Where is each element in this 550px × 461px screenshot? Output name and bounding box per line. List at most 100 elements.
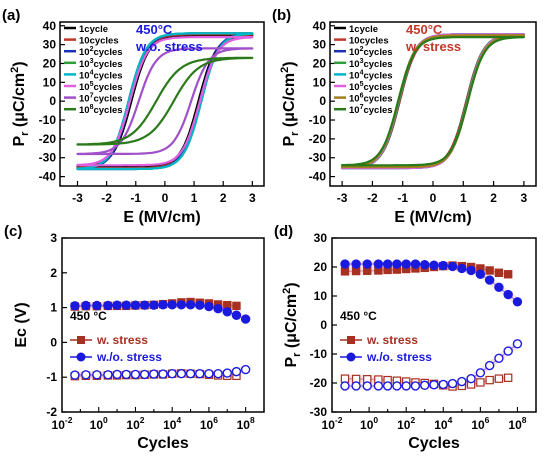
marker-circle	[420, 259, 430, 270]
marker-circle	[176, 300, 187, 310]
marker-circle	[475, 368, 486, 378]
x-tick-label: -2	[367, 191, 378, 205]
marker-square	[494, 374, 504, 383]
x-tick-label: -1	[397, 191, 408, 205]
legend-label: 10cycles	[79, 36, 119, 47]
annotation-text: 450 °C	[70, 309, 107, 323]
y-tick-label: -20	[39, 132, 57, 146]
x-tick-label: 0	[162, 191, 169, 205]
x-tick-label: 104	[434, 415, 452, 432]
marker-circle	[149, 300, 159, 310]
y-tick-label: 10	[314, 289, 328, 303]
marker-circle	[81, 370, 91, 380]
legend-label: 104cycles	[79, 69, 123, 81]
marker-circle	[466, 265, 476, 276]
legend-label: w. stress	[366, 333, 418, 347]
x-tick-label: -2	[101, 191, 112, 205]
marker-circle	[176, 369, 187, 379]
marker-circle	[167, 300, 177, 310]
marker-circle	[70, 370, 80, 380]
marker-circle	[195, 369, 205, 379]
y-tick-label: -20	[310, 376, 328, 390]
y-tick-label: -30	[309, 151, 327, 165]
marker-circle	[503, 289, 513, 300]
marker-circle	[103, 300, 113, 311]
marker-circle	[429, 380, 439, 390]
marker-circle	[438, 379, 448, 390]
marker-circle	[213, 303, 223, 314]
marker-circle	[130, 369, 141, 380]
marker-circle	[231, 310, 242, 320]
marker-circle	[410, 381, 421, 391]
legend-label: 1cycle	[79, 24, 108, 35]
marker-circle	[392, 259, 402, 269]
marker-circle	[494, 353, 504, 364]
marker-circle	[213, 369, 223, 379]
y-axis-label: Pr (μC/cm2)	[279, 61, 301, 146]
marker-circle	[158, 300, 168, 310]
x-tick-label: 3	[521, 191, 528, 205]
legend-label: 106cycles	[349, 93, 393, 105]
annotation-text: 450 °C	[340, 309, 377, 323]
marker-circle	[130, 300, 141, 310]
marker-circle	[103, 370, 113, 380]
marker-circle	[503, 346, 513, 356]
y-tick-label: 0	[49, 94, 56, 108]
loop-curves	[341, 33, 526, 170]
panel-d: 10-2 100 102 104 106 108 -30 -20 -10 0 10 20 30 450 °…	[274, 223, 537, 452]
marker-circle	[438, 260, 448, 271]
marker-square	[494, 268, 504, 278]
loop-series-7	[76, 56, 254, 146]
marker-circle	[362, 259, 372, 269]
panel-label: (c)	[4, 223, 22, 240]
marker-circle	[373, 259, 384, 269]
marker-circle	[81, 300, 91, 311]
y-tick-label: 3	[50, 231, 57, 245]
marker-circle	[494, 282, 504, 292]
marker-circle	[447, 378, 458, 389]
marker-square	[232, 301, 241, 311]
y-tick-label: 10	[43, 75, 57, 89]
legend-label: w./o. stress	[96, 350, 162, 364]
panel-label: (a)	[2, 7, 20, 24]
legend-label: 105cycles	[79, 81, 123, 93]
x-tick-label: 108	[508, 415, 526, 432]
legend-label: 1cycle	[349, 24, 378, 35]
marker-circle	[512, 297, 523, 307]
loop-series-7	[341, 35, 526, 167]
y-tick-label: -40	[39, 170, 57, 184]
legend-marker	[76, 352, 86, 362]
marker-circle	[204, 369, 214, 379]
marker-circle	[484, 360, 495, 371]
marker-circle	[447, 261, 458, 272]
y-tick-label: -10	[310, 347, 328, 361]
x-axis-label: E (MV/cm)	[394, 209, 471, 226]
marker-circle	[457, 263, 467, 274]
marker-circle	[410, 259, 421, 269]
marker-circle	[222, 368, 232, 378]
panel-c: 10-2 100 102 104 106 108 -2 -1 0 1 2 3 450 °C w. stre…	[4, 223, 265, 452]
x-tick-label: 100	[90, 415, 108, 432]
loop-curves	[76, 32, 254, 171]
marker-circle	[195, 300, 205, 310]
marker-circle	[362, 381, 372, 391]
marker-circle	[204, 301, 214, 312]
legend-label: 105cycles	[349, 81, 393, 93]
x-tick-label: -3	[337, 191, 348, 205]
marker-circle	[240, 314, 251, 324]
marker-circle	[420, 380, 430, 391]
x-axis-label: E (MV/cm)	[123, 209, 200, 226]
y-axis-label: Pr (μC/cm2)	[281, 282, 303, 367]
legend-label: w. stress	[96, 333, 148, 347]
y-tick-label: -20	[309, 132, 327, 146]
marker-circle	[351, 381, 361, 391]
legend-marker	[346, 352, 356, 362]
marker-circle	[92, 300, 102, 311]
y-tick-label: -30	[310, 405, 328, 419]
loop-series-6	[76, 47, 254, 156]
x-tick-label: 100	[360, 415, 378, 432]
x-tick-label: 1	[460, 191, 467, 205]
y-tick-label: 20	[313, 56, 327, 70]
annotation-text: 450°C	[136, 22, 173, 37]
y-tick-label: 40	[313, 19, 327, 33]
